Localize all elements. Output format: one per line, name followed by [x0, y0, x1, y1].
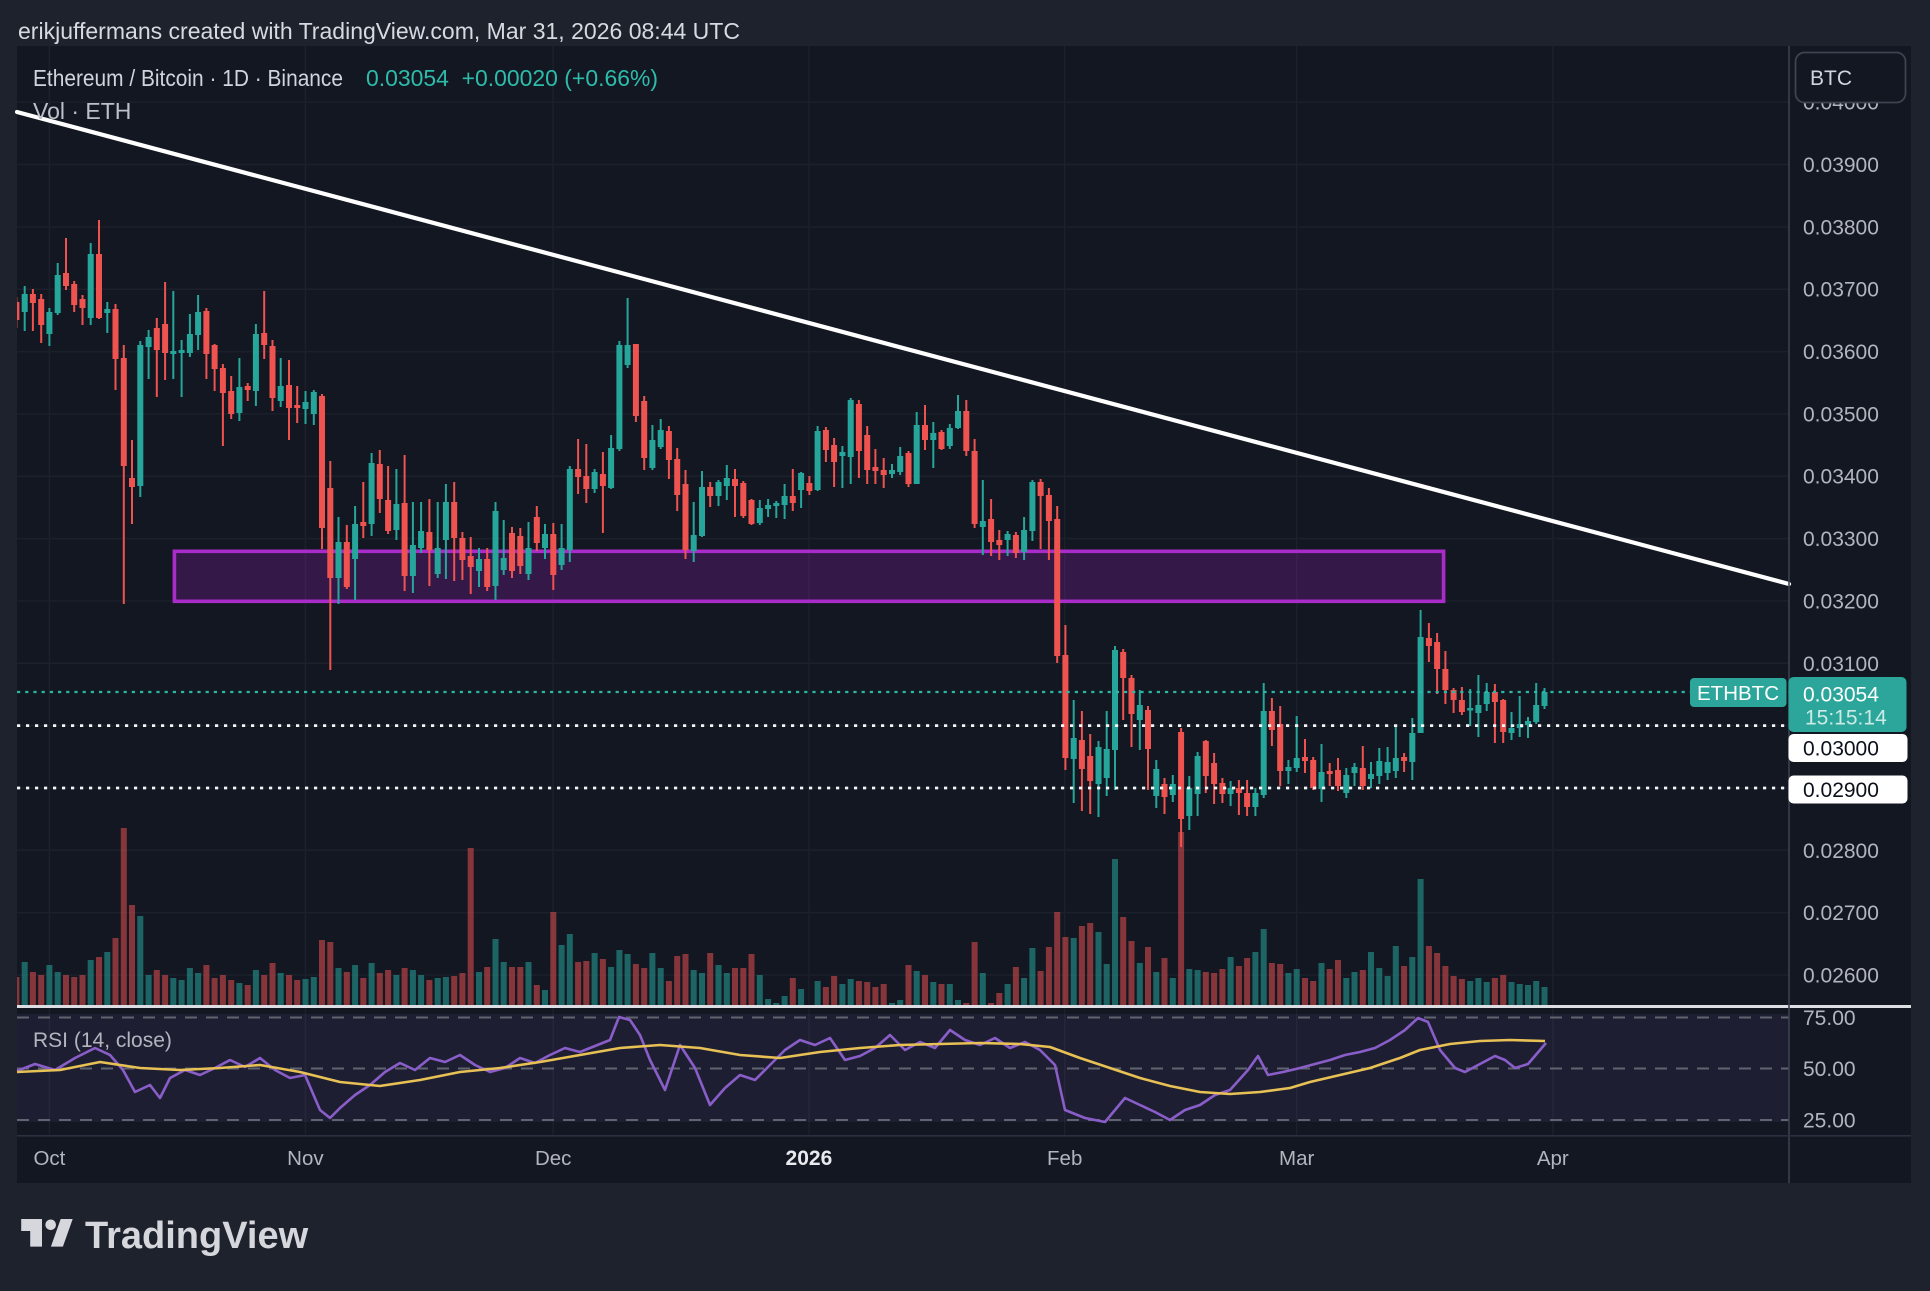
svg-text:0.03054: 0.03054: [1803, 684, 1879, 707]
svg-text:Mar: Mar: [1279, 1147, 1314, 1170]
svg-text:0.02600: 0.02600: [1803, 965, 1879, 988]
svg-text:0.02800: 0.02800: [1803, 840, 1879, 863]
svg-text:75.00: 75.00: [1803, 1007, 1856, 1030]
svg-text:ETHBTC: ETHBTC: [1697, 682, 1779, 705]
svg-text:0.03300: 0.03300: [1803, 528, 1879, 551]
svg-text:25.00: 25.00: [1803, 1110, 1856, 1133]
svg-text:0.03400: 0.03400: [1803, 466, 1879, 489]
svg-text:0.03900: 0.03900: [1803, 154, 1879, 177]
svg-text:0.02700: 0.02700: [1803, 902, 1879, 925]
svg-text:Vol · ETH: Vol · ETH: [33, 98, 131, 124]
svg-text:RSI (14, close): RSI (14, close): [33, 1029, 172, 1052]
svg-text:erikjuffermans created with Tr: erikjuffermans created with TradingView.…: [18, 18, 740, 44]
svg-text:Ethereum / Bitcoin · 1D · Bina: Ethereum / Bitcoin · 1D · Binance: [33, 65, 343, 91]
svg-text:0.03700: 0.03700: [1803, 279, 1879, 302]
svg-text:0.03054 +0.00020 (+0.66%): 0.03054 +0.00020 (+0.66%): [366, 65, 658, 91]
svg-text:15:15:14: 15:15:14: [1805, 707, 1887, 730]
svg-text:Apr: Apr: [1537, 1147, 1569, 1170]
svg-text:Nov: Nov: [287, 1147, 324, 1170]
svg-text:0.03200: 0.03200: [1803, 590, 1879, 613]
svg-text:0.03500: 0.03500: [1803, 403, 1879, 426]
svg-text:Dec: Dec: [535, 1147, 571, 1170]
svg-text:2026: 2026: [786, 1147, 833, 1170]
svg-text:50.00: 50.00: [1803, 1058, 1856, 1081]
svg-text:Feb: Feb: [1047, 1147, 1082, 1170]
svg-text:Oct: Oct: [33, 1147, 65, 1170]
svg-text:0.03000: 0.03000: [1803, 738, 1879, 761]
svg-text:0.03800: 0.03800: [1803, 216, 1879, 239]
svg-text:BTC: BTC: [1810, 67, 1852, 90]
svg-text:0.02900: 0.02900: [1803, 779, 1879, 802]
svg-text:0.03600: 0.03600: [1803, 341, 1879, 364]
svg-text:TradingView: TradingView: [85, 1215, 309, 1257]
svg-text:0.03100: 0.03100: [1803, 653, 1879, 676]
